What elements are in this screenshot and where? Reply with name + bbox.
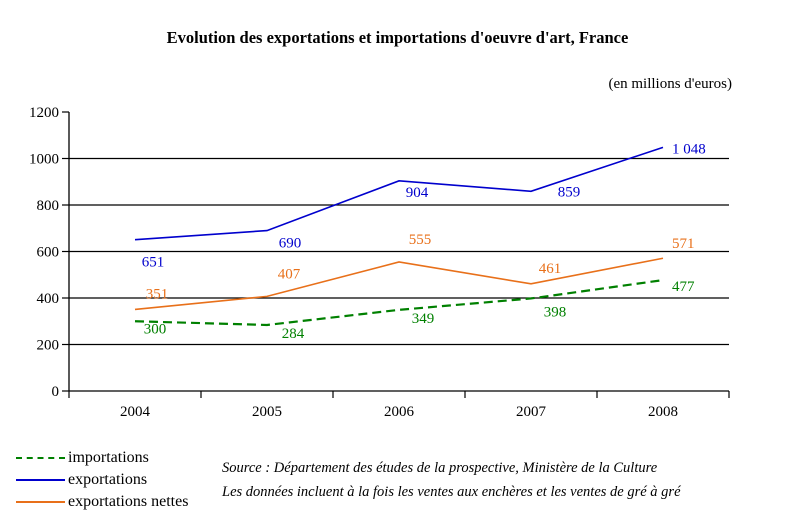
- data-label-exportations-nettes: 461: [539, 261, 562, 277]
- legend-item-exportations: exportations: [16, 469, 188, 491]
- y-tick-label: 0: [52, 384, 60, 400]
- x-tick-label: 2005: [252, 404, 282, 420]
- data-label-exportations: 859: [558, 184, 581, 200]
- legend-line-sample-exportations-nettes: [16, 501, 65, 503]
- chart-subtitle: (en millions d'euros): [608, 76, 732, 92]
- legend-label-exportations-nettes: exportations nettes: [68, 493, 189, 510]
- y-tick-label: 800: [37, 198, 60, 214]
- data-label-exportations-nettes: 407: [278, 266, 301, 282]
- series-line-importations: [134, 279, 664, 327]
- data-label-importations: 398: [544, 304, 567, 320]
- y-tick-label: 400: [37, 291, 60, 307]
- chart-legend: importations exportations exportations n…: [16, 447, 188, 513]
- x-tick-label: 2006: [384, 404, 415, 420]
- data-label-exportations-nettes: 555: [409, 232, 432, 248]
- chart-title: Evolution des exportations et importatio…: [166, 28, 629, 47]
- legend-item-exportations-nettes: exportations nettes: [16, 491, 188, 513]
- series-line-exportations-nettes: [134, 257, 664, 311]
- series-line-exportations: [134, 146, 664, 241]
- data-label-importations: 349: [412, 311, 435, 327]
- source-line-2: Les données incluent à la fois les vente…: [222, 484, 681, 500]
- legend-label-exportations: exportations: [68, 471, 148, 488]
- data-label-exportations: 1 048: [672, 141, 706, 157]
- x-tick-label: 2007: [516, 404, 547, 420]
- data-label-exportations: 904: [406, 185, 429, 201]
- y-tick-label: 1200: [29, 105, 59, 121]
- y-tick-label: 1000: [29, 152, 59, 168]
- y-tick-label: 600: [37, 245, 60, 261]
- y-tick-label: 200: [37, 338, 60, 354]
- legend-item-importations: importations: [16, 447, 188, 469]
- legend-label-importations: importations: [68, 449, 149, 466]
- x-tick-label: 2008: [648, 404, 678, 420]
- legend-line-sample-exportations: [16, 479, 65, 481]
- data-label-exportations: 651: [142, 255, 165, 271]
- source-line-1: Source : Département des études de la pr…: [222, 460, 658, 476]
- data-label-exportations: 690: [279, 236, 302, 252]
- source-note: Source : Département des études de la pr…: [222, 456, 681, 504]
- data-label-importations: 477: [672, 279, 695, 295]
- data-label-exportations-nettes: 571: [672, 236, 695, 252]
- legend-line-sample-importations: [16, 457, 65, 459]
- data-label-importations: 300: [144, 321, 167, 337]
- x-tick-label: 2004: [120, 404, 151, 420]
- data-label-exportations-nettes: 351: [146, 286, 169, 302]
- data-label-importations: 284: [282, 326, 305, 342]
